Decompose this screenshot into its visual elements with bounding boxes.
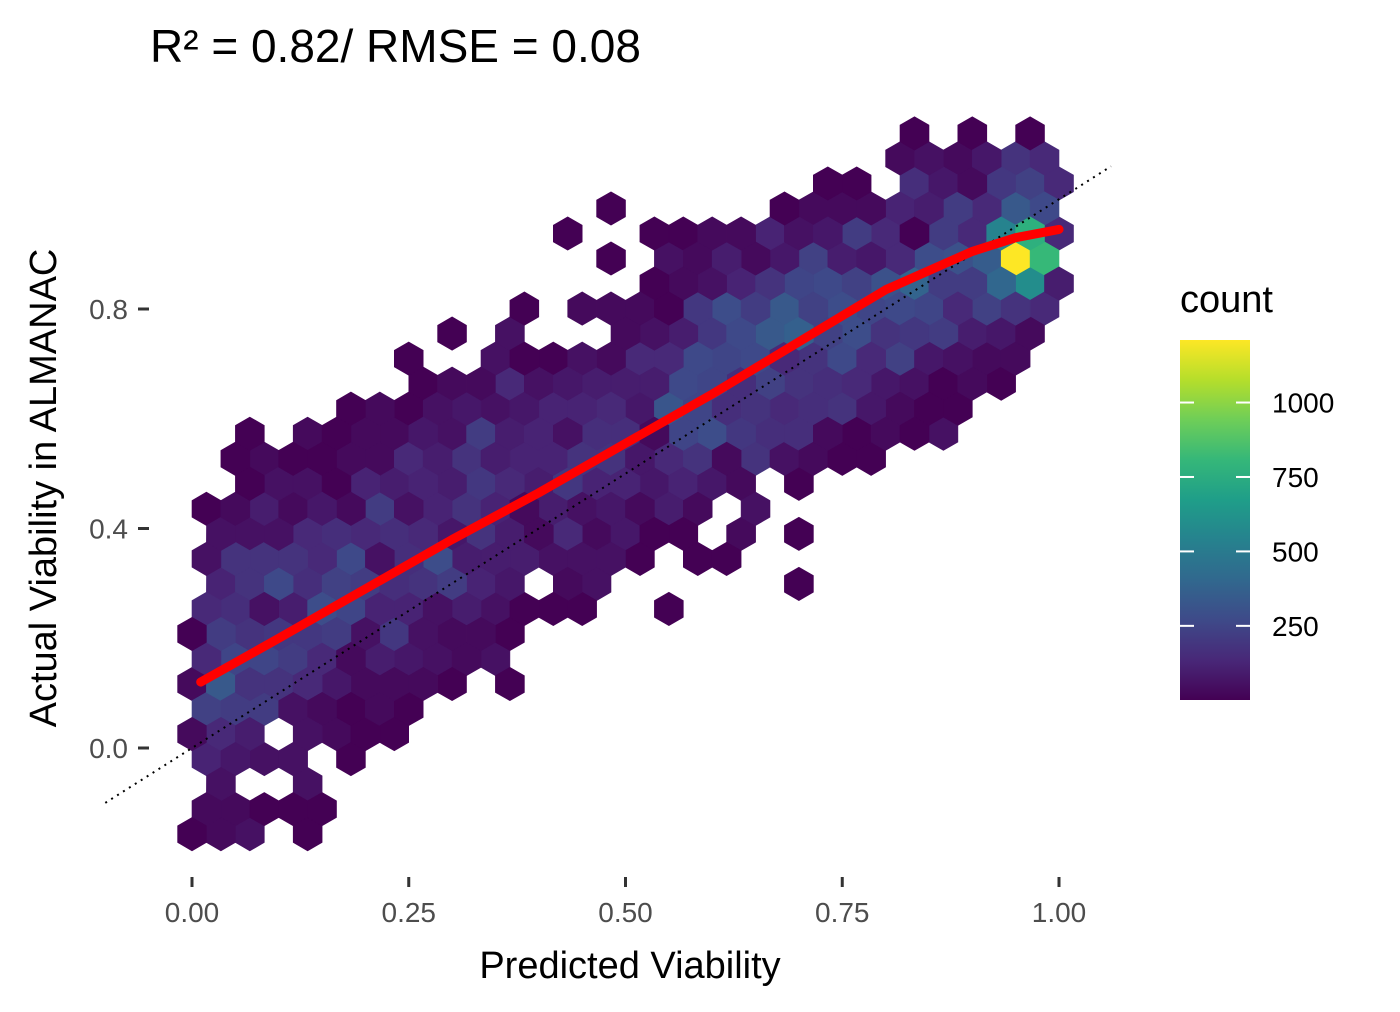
hexbin-cell	[235, 466, 265, 501]
hexbin-cell	[336, 742, 366, 777]
hexbin-cell	[596, 541, 626, 576]
hexbin-cell	[899, 216, 930, 251]
hexbin-cell	[1000, 291, 1031, 326]
hexbin-cell	[740, 491, 771, 526]
hexbin-cell	[437, 316, 467, 351]
plot-panel	[104, 116, 1112, 852]
hexbin-cell	[336, 641, 366, 677]
hexbin-cell	[538, 591, 569, 626]
hexbin-cell	[596, 241, 626, 276]
x-tick-label: 1.00	[1032, 897, 1087, 928]
hexbin-cell	[249, 792, 280, 827]
y-tick-label: 0.4	[89, 514, 128, 545]
hexbin-cell	[249, 591, 280, 626]
hexbin-cell	[784, 516, 814, 551]
reference-line	[104, 165, 1112, 804]
hexbin-cell	[393, 491, 424, 526]
x-axis: 0.00 0.25 0.50 0.75 1.00	[165, 877, 1087, 928]
hexbin-cell	[509, 291, 540, 326]
x-tick-label: 0.00	[165, 897, 220, 928]
hexbin-cell	[307, 491, 337, 526]
hexbin-cell	[943, 341, 973, 376]
legend-tick-label: 250	[1272, 611, 1319, 642]
hexbin-cell	[740, 391, 771, 426]
y-axis-title: Actual Viability in ALMANAC	[23, 249, 65, 728]
hexbin-cell	[769, 191, 800, 226]
smooth-curve-layer	[196, 224, 1064, 687]
hexbin-cell	[812, 166, 843, 201]
hexbin-cell	[365, 541, 395, 576]
hexbin-cell	[740, 291, 771, 326]
hexbin-cell	[971, 141, 1002, 176]
reference-line-layer	[104, 165, 1112, 804]
x-tick-label: 0.75	[815, 897, 870, 928]
hexbin-cell	[466, 616, 496, 651]
color-legend: count 250 500 750 1000	[1180, 279, 1334, 700]
hexbin-cell	[1044, 266, 1074, 301]
hexbin-cell	[711, 541, 742, 576]
hexbin-cell	[379, 666, 410, 702]
hexbin-cell	[639, 216, 670, 251]
hexbin-cell	[292, 717, 323, 752]
hexbin-cell	[177, 616, 207, 651]
x-tick-label: 0.25	[382, 897, 437, 928]
chart-title: R² = 0.82/ RMSE = 0.08	[150, 20, 641, 72]
hexbin-cell	[812, 216, 843, 251]
hexbin-cell	[509, 341, 540, 376]
hexbin-cell	[379, 717, 410, 752]
hexbin-cell	[899, 416, 930, 451]
hexbin-cell	[495, 566, 525, 601]
hexbin-cell	[408, 616, 438, 651]
hexbin-cell	[1015, 116, 1045, 151]
x-tick-label: 0.50	[598, 897, 653, 928]
legend-title: count	[1180, 279, 1273, 321]
legend-ticks: 250 500 750 1000	[1180, 388, 1334, 642]
hexbin-cell	[856, 241, 886, 276]
hexbin-cell	[610, 316, 641, 351]
legend-colorbar	[1180, 340, 1250, 700]
smooth-curve	[196, 224, 1064, 687]
hexbin-cell	[393, 341, 424, 376]
y-axis: 0.0 0.4 0.8	[89, 294, 149, 764]
hexbin-cell	[784, 566, 814, 601]
hexbin-cell	[697, 216, 727, 251]
hexbin-cell	[596, 191, 626, 226]
hexbin-cell	[408, 416, 438, 451]
hexbin-cell	[812, 416, 843, 451]
hexbin-cell	[668, 516, 699, 551]
hexbin-cell	[899, 116, 930, 151]
hexbin-layer	[177, 116, 1074, 852]
hexbin-cell	[654, 591, 684, 626]
hexbin-cell	[437, 366, 467, 401]
hexbin-cell	[899, 316, 930, 351]
hexbin-cell	[235, 666, 265, 702]
legend-tick-label: 500	[1272, 536, 1319, 567]
y-tick-label: 0.0	[89, 733, 128, 764]
y-tick-label: 0.8	[89, 294, 128, 325]
legend-tick-label: 750	[1272, 462, 1319, 493]
legend-tick-label: 1000	[1272, 388, 1334, 419]
hexbin-cell	[177, 717, 207, 752]
hexbin-cell	[567, 291, 597, 326]
hexbin-cell	[943, 291, 973, 326]
hexbin-cell	[235, 416, 265, 451]
hexbin-cell	[177, 817, 207, 852]
hexbin-cell	[798, 291, 829, 326]
hexbin-cell	[552, 366, 583, 401]
hexbin-cell	[552, 216, 583, 251]
hexbin-cell	[495, 666, 525, 702]
x-axis-title: Predicted Viability	[479, 945, 780, 987]
hexbin-cell	[654, 291, 684, 326]
hexbin-cell	[307, 792, 337, 827]
hexbin-cell	[639, 366, 670, 401]
hexbin-cell	[278, 441, 308, 476]
